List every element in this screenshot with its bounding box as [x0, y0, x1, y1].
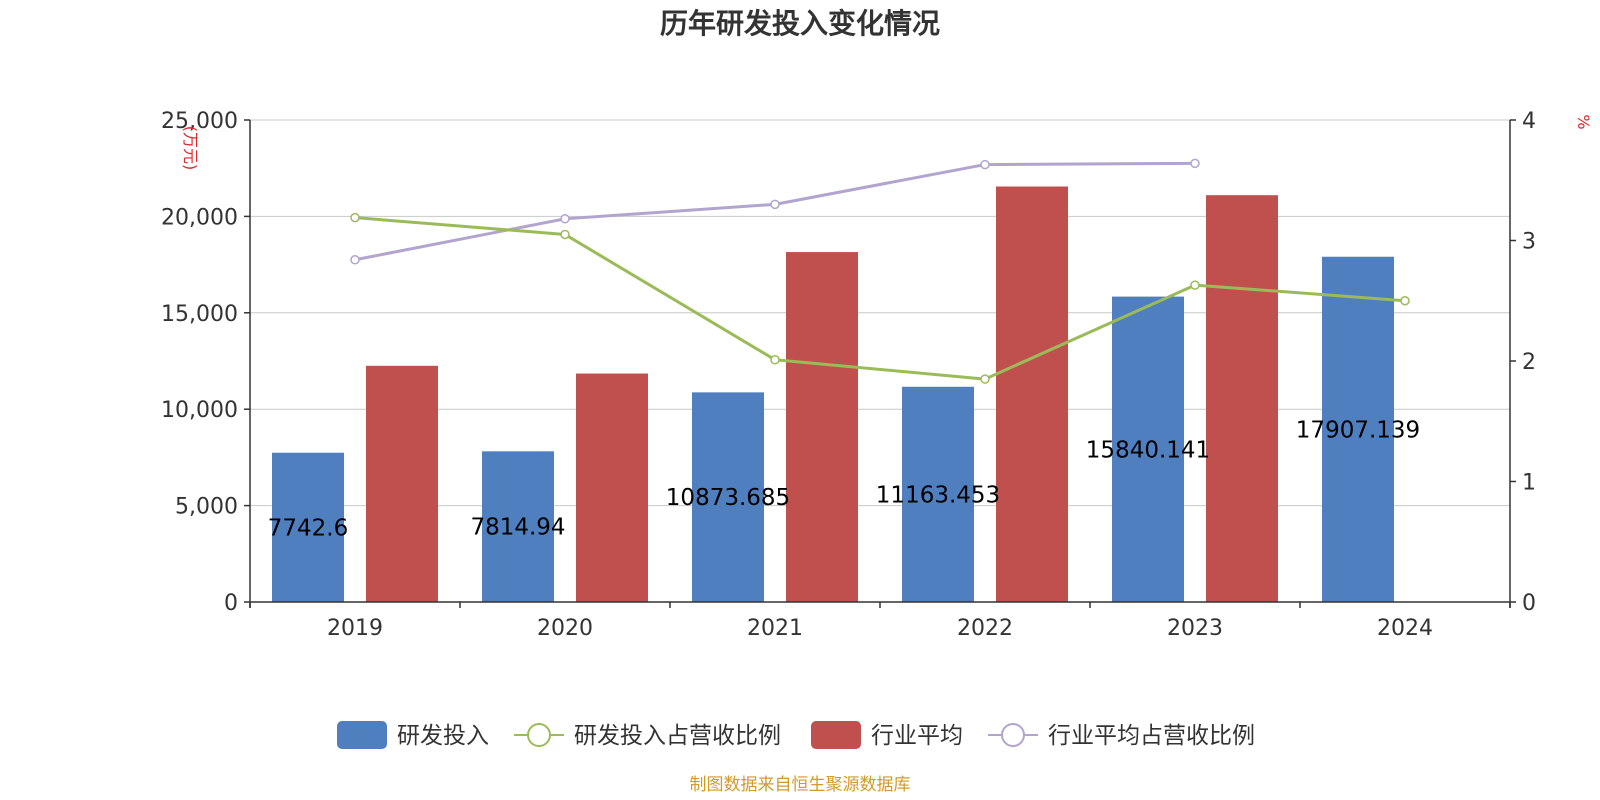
- data-label-rd-2024: 17907.139: [1296, 417, 1420, 443]
- y-left-unit-label: (万元): [181, 126, 200, 171]
- rd-ratio-point-2022: [980, 374, 990, 384]
- industry-ratio-point-2021: [770, 199, 780, 210]
- chart-title: 历年研发投入变化情况: [660, 7, 940, 40]
- industry-ratio-point-2019: [350, 255, 360, 265]
- industry-ratio-line: [354, 161, 1196, 262]
- y-left-tick-label: 20,000: [161, 205, 238, 230]
- y-left-tick-label: 0: [224, 591, 238, 616]
- legend-swatch-rd-ratio-marker: [527, 723, 551, 747]
- data-label-rd-2019: 7742.6: [268, 515, 348, 541]
- lines: [350, 158, 1410, 384]
- legend-label-rd-ratio: 研发投入占营收比例: [574, 723, 781, 749]
- y-left-tick-label: 5,000: [175, 495, 238, 520]
- x-tick-label: 2020: [537, 616, 593, 641]
- y-right-tick-label: 3: [1522, 230, 1536, 255]
- y-right-tick-label: 4: [1522, 109, 1536, 134]
- bar-industry-2023: [1206, 195, 1278, 602]
- industry-ratio-point-2023: [1190, 158, 1200, 169]
- x-tick-label: 2019: [327, 616, 383, 641]
- legend-label-industry: 行业平均: [871, 723, 963, 749]
- bar-industry-2019: [366, 365, 438, 602]
- y-left-tick-label: 15,000: [161, 302, 238, 327]
- legend-label-rd: 研发投入: [397, 723, 489, 749]
- y-right-tick-label: 2: [1522, 350, 1536, 375]
- legend-swatch-industry: [811, 721, 861, 749]
- y-right-unit-label: %: [1574, 114, 1593, 129]
- x-tick-label: 2024: [1377, 616, 1433, 641]
- data-label-rd-2020: 7814.94: [470, 515, 565, 541]
- rd-ratio-point-2021: [770, 355, 780, 365]
- x-tick-label: 2022: [957, 616, 1013, 641]
- bars: [272, 186, 1394, 603]
- bar-rd-2023: [1112, 296, 1184, 602]
- y-left-tick-label: 10,000: [161, 398, 238, 423]
- bar-rd-2022: [902, 386, 974, 602]
- rd-ratio-line: [354, 216, 1406, 381]
- axes: 0 5,000 10,000 15,000 20,000 25,000 0 1 2 3 4 (万元)%…: [161, 109, 1593, 641]
- bar-rd-2019: [272, 452, 344, 602]
- bar-industry-2022: [996, 186, 1068, 603]
- bar-industry-2020: [576, 373, 648, 602]
- y-right-tick-label: 1: [1522, 471, 1536, 496]
- x-tick-label: 2023: [1167, 616, 1223, 641]
- legend: 研发投入 研发投入占营收比例 行业平均 行业平均占营收比例: [337, 721, 1255, 749]
- bar-industry-2021: [786, 252, 858, 602]
- legend-swatch-industry-ratio-marker: [1001, 723, 1025, 747]
- rd-ratio-point-2024: [1400, 296, 1410, 306]
- grid-lines: [250, 119, 1510, 507]
- rd-ratio-point-2023: [1190, 280, 1200, 290]
- source-note: 制图数据来自恒生聚源数据库: [690, 775, 911, 795]
- industry-ratio-point-2022: [980, 159, 990, 170]
- x-tick-label: 2021: [747, 616, 803, 641]
- data-labels: 7742.6 7814.94 10873.685 11163.453 15840.141…: [268, 417, 1420, 541]
- bar-rd-2021: [692, 392, 764, 602]
- bar-rd-2024: [1322, 256, 1394, 602]
- data-label-rd-2023: 15840.141: [1086, 437, 1210, 463]
- y-right-tick-label: 0: [1522, 591, 1536, 616]
- bar-rd-2020: [482, 451, 554, 602]
- legend-label-industry-ratio: 行业平均占营收比例: [1048, 723, 1255, 749]
- data-label-rd-2021: 10873.685: [666, 485, 790, 511]
- data-label-rd-2022: 11163.453: [876, 482, 1000, 508]
- rd-ratio-point-2019: [350, 212, 360, 223]
- industry-ratio-point-2020: [560, 214, 570, 224]
- y-left-tick-label: 25,000: [161, 109, 238, 134]
- rd-ratio-point-2020: [560, 229, 570, 240]
- legend-swatch-rd: [337, 721, 387, 749]
